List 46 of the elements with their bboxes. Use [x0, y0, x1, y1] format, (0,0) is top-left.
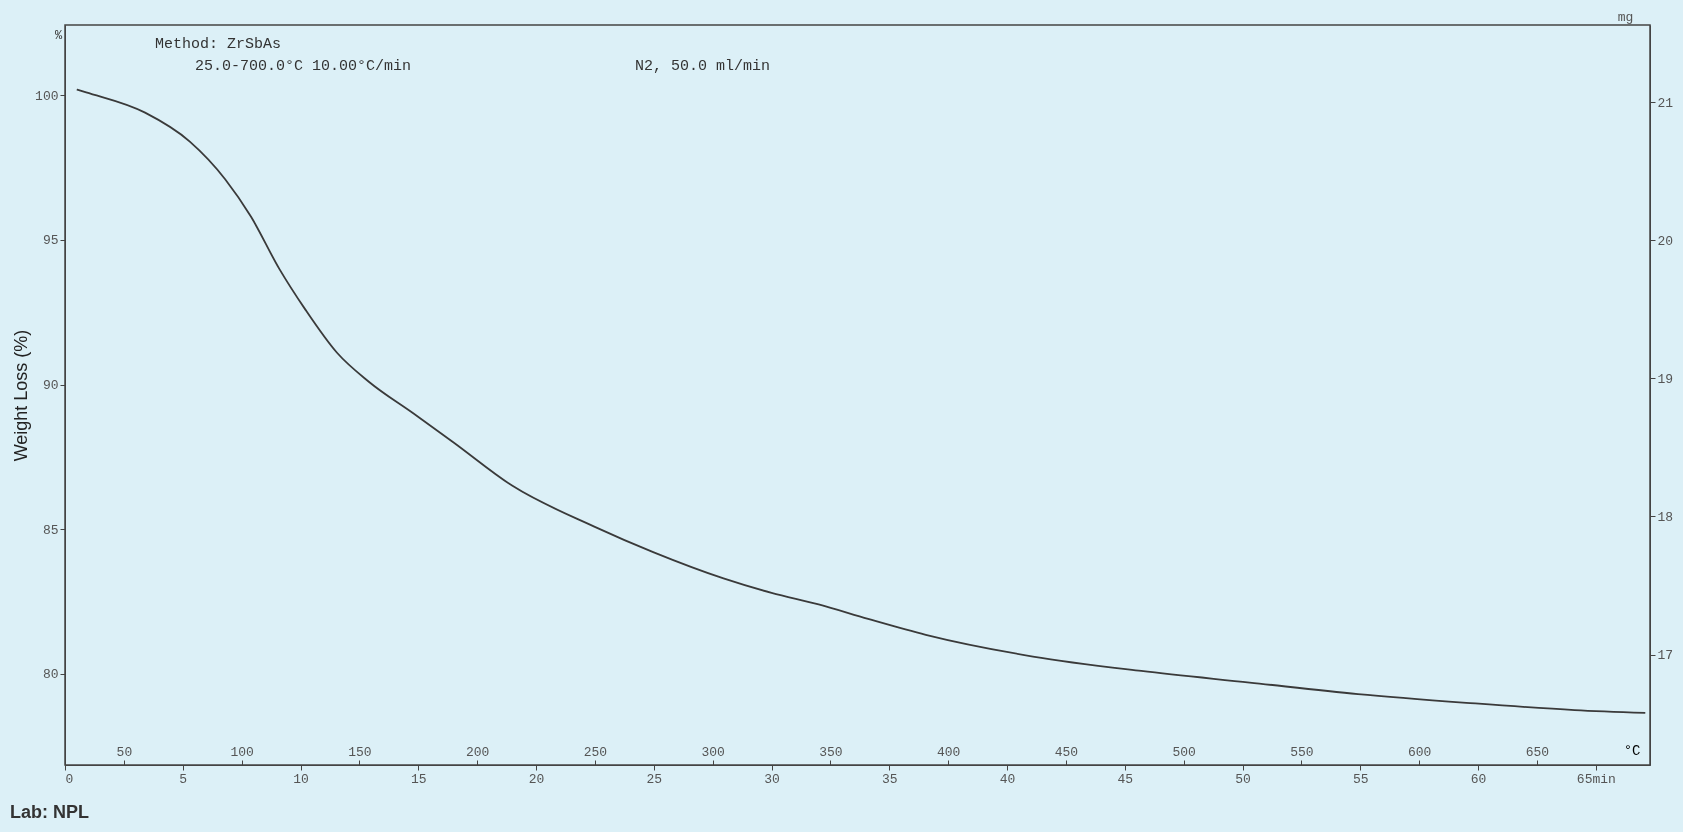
x2-tick-label: 200 [465, 744, 490, 760]
x2-tick-label: 250 [583, 744, 608, 760]
x-tick-label: 65min [1576, 771, 1616, 787]
y2-tick-label: 18 [1657, 509, 1674, 525]
x-tick-label: 40 [999, 771, 1016, 787]
x2-tick-label: 350 [819, 744, 843, 760]
y-tick-label: 90 [42, 378, 59, 394]
annotation: Method: ZrSbAs [155, 36, 282, 53]
y2-tick-label: 19 [1657, 371, 1674, 387]
x2-tick-label: 50 [116, 744, 133, 760]
x2-axis-title: °C [1623, 742, 1641, 759]
x2-tick-label: 600 [1407, 744, 1432, 760]
x-tick-label: 10 [293, 771, 309, 787]
x2-tick-label: 150 [348, 744, 372, 760]
line-series [75, 88, 1647, 714]
y2-axis-title: mg [1617, 9, 1634, 25]
x-tick-label: 35 [881, 771, 898, 787]
x2-tick-label: 500 [1172, 744, 1196, 760]
x-tick-label: 55 [1353, 771, 1369, 787]
x-tick-label: 0 [65, 771, 74, 787]
x2-tick-label: 400 [936, 744, 961, 760]
x-tick-label: 50 [1235, 771, 1251, 787]
x2-tick-label: 100 [230, 744, 254, 760]
x-tick-label: 45 [1117, 771, 1134, 787]
x-tick-label: 15 [410, 771, 427, 787]
y2-tick-label: 20 [1657, 233, 1674, 249]
x-tick-label: 5 [179, 771, 188, 787]
y2-tick-label: 17 [1657, 648, 1674, 664]
x-tick-label: 20 [528, 771, 545, 787]
y-tick-label: 100 [35, 88, 59, 104]
x2-tick-label: 450 [1054, 744, 1079, 760]
x-tick-label: 30 [764, 771, 780, 787]
x-tick-label: 60 [1470, 771, 1487, 787]
x-tick-label: 25 [646, 771, 663, 787]
y-tick-label: 85 [42, 522, 59, 538]
y2-tick-label: 21 [1657, 95, 1674, 111]
annotation: 25.0-700.0°C 10.00°C/min [195, 58, 412, 75]
y-tick-label: 80 [42, 667, 59, 683]
text: % [55, 29, 63, 43]
x2-tick-label: 300 [701, 744, 725, 760]
x2-tick-label: 550 [1290, 744, 1314, 760]
x2-tick-label: 650 [1525, 744, 1550, 760]
annotation: N2, 50.0 ml/min [635, 58, 771, 75]
text: Lab: NPL [10, 802, 89, 822]
y-axis-title: Weight Loss (%) [11, 329, 32, 462]
y-tick-label: 95 [42, 233, 59, 249]
